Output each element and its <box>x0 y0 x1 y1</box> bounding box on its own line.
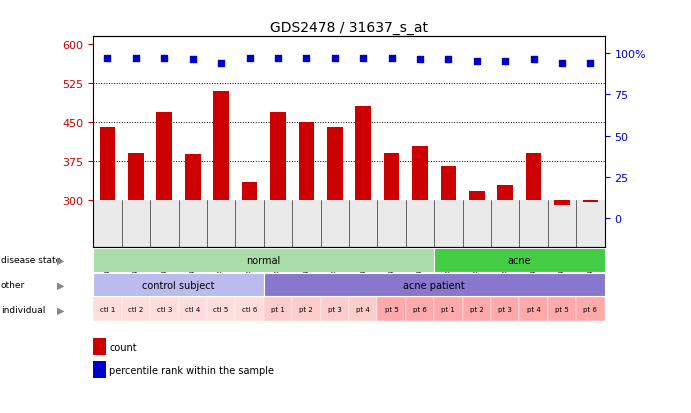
Text: pt 1: pt 1 <box>442 307 455 313</box>
Text: individual: individual <box>1 305 45 314</box>
Text: pt 6: pt 6 <box>583 307 597 313</box>
Bar <box>498 185 513 201</box>
Text: other: other <box>1 280 25 290</box>
Text: ctl 1: ctl 1 <box>100 307 115 313</box>
Text: ▶: ▶ <box>57 305 64 315</box>
Bar <box>122 298 150 322</box>
Bar <box>128 154 144 201</box>
Bar <box>548 298 576 322</box>
Text: pt 4: pt 4 <box>357 307 370 313</box>
Bar <box>264 273 605 297</box>
Bar <box>93 273 264 297</box>
Bar <box>242 183 257 201</box>
Bar <box>462 298 491 322</box>
Point <box>131 55 142 62</box>
Text: ctl 3: ctl 3 <box>157 307 172 313</box>
Bar <box>355 106 371 201</box>
Text: pt 2: pt 2 <box>470 307 484 313</box>
Bar <box>93 248 434 272</box>
Text: percentile rank within the sample: percentile rank within the sample <box>109 365 274 375</box>
Text: pt 3: pt 3 <box>498 307 512 313</box>
Bar <box>299 123 314 201</box>
Point <box>301 55 312 62</box>
Bar <box>434 248 605 272</box>
Bar <box>384 154 399 201</box>
Point <box>415 57 426 64</box>
Text: disease state: disease state <box>1 256 61 264</box>
Text: pt 5: pt 5 <box>385 307 399 313</box>
Bar <box>93 298 122 322</box>
Point <box>528 57 539 64</box>
Text: pt 2: pt 2 <box>299 307 313 313</box>
Text: acne: acne <box>508 255 531 265</box>
Text: pt 1: pt 1 <box>271 307 285 313</box>
Text: ▶: ▶ <box>57 280 64 290</box>
Text: ctl 4: ctl 4 <box>185 307 200 313</box>
Bar <box>576 298 605 322</box>
Bar <box>93 201 605 247</box>
Bar <box>327 128 343 201</box>
Bar <box>441 167 456 201</box>
Text: ▶: ▶ <box>57 255 64 265</box>
Bar <box>377 298 406 322</box>
Text: pt 5: pt 5 <box>555 307 569 313</box>
Point <box>102 55 113 62</box>
Bar <box>207 298 236 322</box>
Bar <box>236 298 264 322</box>
Bar <box>469 192 484 201</box>
Text: ctl 5: ctl 5 <box>214 307 229 313</box>
Point <box>443 57 454 64</box>
Text: pt 6: pt 6 <box>413 307 427 313</box>
Bar <box>412 146 428 201</box>
Bar <box>520 298 548 322</box>
Point <box>556 60 567 67</box>
Bar <box>178 298 207 322</box>
Point <box>358 55 369 62</box>
Point <box>329 55 340 62</box>
Bar <box>583 201 598 203</box>
Bar <box>292 298 321 322</box>
Bar <box>526 154 542 201</box>
Text: control subject: control subject <box>142 280 215 290</box>
Text: normal: normal <box>247 255 281 265</box>
Bar <box>185 155 200 201</box>
Bar <box>406 298 434 322</box>
Point <box>159 55 170 62</box>
Point <box>471 59 482 65</box>
Bar <box>554 201 570 206</box>
Point <box>187 57 198 64</box>
Bar <box>321 298 349 322</box>
Text: pt 4: pt 4 <box>527 307 540 313</box>
Bar <box>434 298 462 322</box>
Point <box>272 55 283 62</box>
Point <box>500 59 511 65</box>
Point <box>244 55 255 62</box>
Bar <box>264 298 292 322</box>
Text: acne patient: acne patient <box>404 280 465 290</box>
Text: ctl 2: ctl 2 <box>129 307 144 313</box>
Point <box>386 55 397 62</box>
Bar <box>150 298 178 322</box>
Bar <box>214 92 229 201</box>
Bar <box>491 298 520 322</box>
Point <box>216 60 227 67</box>
Title: GDS2478 / 31637_s_at: GDS2478 / 31637_s_at <box>270 21 428 35</box>
Bar <box>349 298 377 322</box>
Text: ctl 6: ctl 6 <box>242 307 257 313</box>
Bar <box>100 128 115 201</box>
Text: count: count <box>109 342 137 352</box>
Bar <box>270 112 286 201</box>
Bar <box>156 112 172 201</box>
Text: pt 3: pt 3 <box>328 307 341 313</box>
Point <box>585 60 596 67</box>
